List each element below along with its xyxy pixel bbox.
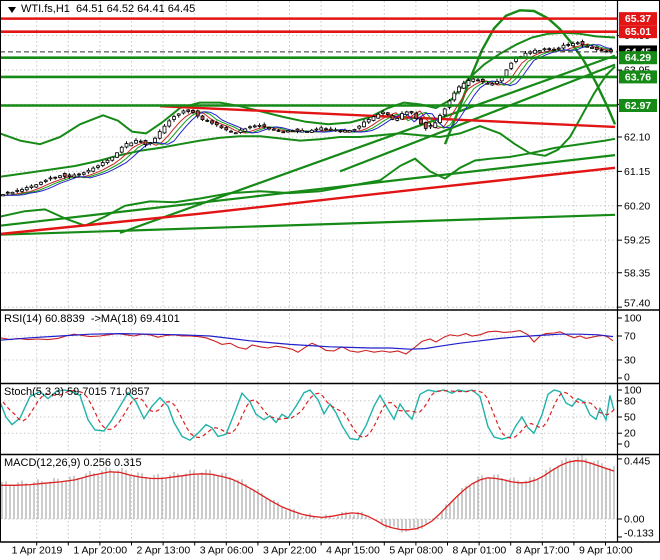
y-axis-tick-label: 20 (624, 428, 636, 440)
symbol-dropdown-icon[interactable] (8, 7, 16, 13)
x-axis-tick-label: 8 Apr 01:00 (453, 545, 507, 557)
x-axis-tick-label: 4 Apr 15:00 (326, 545, 380, 557)
y-axis-tick-label: 62.10 (624, 132, 650, 144)
rsi-indicator-title: RSI(14) 60.8839 ->MA(18) 69.4101 (4, 313, 180, 325)
price-badge-label: 65.37 (625, 13, 651, 25)
x-axis-tick-label: 1 Apr 20:00 (73, 545, 127, 557)
bollinger-upper (0, 31, 616, 146)
stoch-indicator-title: Stoch(5,3,3) 59.7015 71.0857 (4, 386, 150, 398)
y-axis-tick-label: 0 (624, 439, 630, 451)
y-axis-tick-label: 0.00 (624, 514, 645, 526)
y-axis-tick-label: -0.133 (624, 528, 654, 540)
x-axis-tick-label: 1 Apr 2019 (12, 545, 63, 557)
y-axis-tick-label: 80 (624, 395, 636, 407)
y-axis-tick-label: 100 (624, 385, 642, 397)
chart-title: WTI.fs,H1 64.51 64.52 64.41 64.45 (21, 3, 196, 15)
trendline-2 (119, 54, 616, 234)
stoch-panel (0, 389, 617, 442)
ma-red-rising (0, 166, 616, 236)
rsi-series-MA(18) (0, 332, 614, 350)
macd-indicator-title: MACD(12,26,9) 0.256 0.315 (4, 457, 142, 469)
price-badge (619, 12, 657, 26)
price-badge (619, 51, 657, 65)
rsi-panel (0, 330, 617, 361)
price-badge-label: 62.97 (625, 100, 651, 112)
ma-fast-green (0, 43, 613, 196)
y-axis-tick-label: 70 (624, 331, 636, 343)
x-axis-tick-label: 3 Apr 06:00 (200, 545, 254, 557)
y-axis-tick-label: 0.445 (624, 456, 650, 468)
x-axis-tick-label: 2 Apr 13:00 (137, 545, 191, 557)
y-axis-tick-label: 57.40 (624, 298, 650, 310)
trendline-3 (339, 63, 616, 173)
trendline-base (0, 213, 616, 236)
y-axis-tick-label: 100 (624, 313, 642, 325)
time-axis[interactable]: 1 Apr 2019 1 Apr 20:00 2 Apr 13:00 3 Apr 06… (12, 542, 633, 557)
bollinger-lower (0, 65, 616, 178)
y-axis-tick-label: 0 (624, 372, 630, 384)
price-badge-label: 63.76 (625, 71, 651, 83)
x-axis-tick-label: 3 Apr 22:00 (263, 545, 317, 557)
y-axis-tick-label: 61.15 (624, 166, 650, 178)
x-axis-tick-label: 8 Apr 17:00 (516, 545, 570, 557)
y-axis-tick-label: 30 (624, 355, 636, 367)
price-level-lines (0, 17, 617, 107)
y-axis-tick-label: 50 (624, 412, 636, 424)
x-axis-tick-label: 9 Apr 10:00 (579, 545, 633, 557)
price-badge-label: 64.29 (625, 52, 651, 64)
trendline-1 (0, 154, 616, 227)
main-panel (0, 9, 617, 308)
price-badge (619, 99, 657, 113)
price-badge (619, 70, 657, 84)
x-axis-tick-label: 5 Apr 08:00 (389, 545, 443, 557)
macd-panel (0, 455, 617, 533)
macd-signal-line (0, 460, 615, 531)
stoch-k-line (0, 389, 615, 442)
y-axis-tick-label: 60.20 (624, 200, 650, 212)
price-badge (619, 25, 657, 39)
price-badge-label: 65.01 (625, 26, 651, 38)
overlay-lines (0, 9, 617, 236)
y-axis-tick-label: 59.25 (624, 235, 650, 247)
y-axis-tick-label: 58.35 (624, 267, 650, 279)
candlesticks (1, 39, 613, 197)
price-axis[interactable]: 64.9063.9563.0062.1061.1560.2059.2558.35… (617, 30, 654, 540)
envelope-lower (0, 137, 616, 227)
band-arc (443, 9, 617, 145)
